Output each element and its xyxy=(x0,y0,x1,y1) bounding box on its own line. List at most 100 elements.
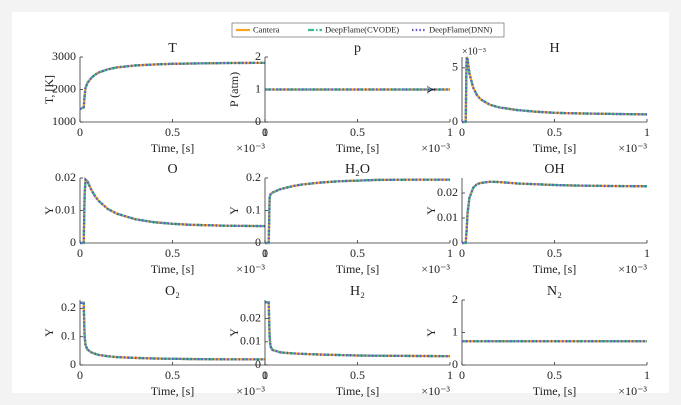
subplot-title: N₂ xyxy=(547,284,562,299)
y-tick-label: 0.1 xyxy=(61,328,76,342)
x-tick-label: 0.5 xyxy=(350,368,365,382)
x-axis-label: Time, [s] xyxy=(533,141,577,155)
x-multiplier: ×10⁻³ xyxy=(421,384,450,398)
y-axis-label: T, [K] xyxy=(42,75,56,104)
x-multiplier: ×10⁻³ xyxy=(618,384,647,398)
series-line xyxy=(265,301,451,358)
y-tick-label: 0.01 xyxy=(55,202,76,216)
x-tick-label: 0.5 xyxy=(165,368,180,382)
y-tick-label: 0.2 xyxy=(246,170,261,184)
x-tick-label: 0 xyxy=(262,368,268,382)
x-tick-label: 1 xyxy=(262,125,268,139)
x-tick-label: 0 xyxy=(459,125,465,139)
x-tick-label: 1 xyxy=(447,246,453,260)
x-tick-label: 1 xyxy=(262,368,268,382)
subplot-title: O xyxy=(167,162,177,177)
y-tick-label: 0.02 xyxy=(55,170,76,184)
x-tick-label: 1 xyxy=(644,246,650,260)
legend-box xyxy=(231,22,505,38)
y-axis-label: Y xyxy=(227,206,241,215)
y-multiplier: ×10⁻³ xyxy=(462,46,486,57)
subplot-title: T xyxy=(168,41,177,56)
y-tick-label: 0 xyxy=(452,114,458,128)
x-tick-label: 1 xyxy=(262,246,268,260)
y-tick-label: 0.01 xyxy=(437,210,458,224)
x-multiplier: ×10⁻³ xyxy=(236,262,265,276)
x-tick-label: 0.5 xyxy=(165,246,180,260)
y-tick-label: 5 xyxy=(452,60,458,74)
y-tick-label: 2 xyxy=(255,49,261,63)
x-tick-label: 1 xyxy=(447,125,453,139)
x-tick-label: 0 xyxy=(459,246,465,260)
y-axis-label: Y xyxy=(42,206,56,215)
y-tick-label: 1 xyxy=(452,324,458,338)
x-tick-label: 1 xyxy=(447,368,453,382)
x-axis-label: Time, [s] xyxy=(151,384,195,398)
series-line xyxy=(265,301,451,358)
x-tick-label: 0.5 xyxy=(350,246,365,260)
x-multiplier: ×10⁻³ xyxy=(618,141,647,155)
y-tick-label: 0 xyxy=(70,235,76,249)
y-axis-label: Y xyxy=(227,328,241,337)
subplot-title: O₂ xyxy=(165,284,180,299)
x-axis-label: Time, [s] xyxy=(533,262,577,276)
y-tick-label: 0.02 xyxy=(437,185,458,199)
x-tick-label: 0.5 xyxy=(547,246,562,260)
x-tick-label: 0 xyxy=(77,368,83,382)
y-tick-label: 1000 xyxy=(52,114,76,128)
subplot-title: p xyxy=(354,41,361,56)
x-tick-label: 0 xyxy=(262,125,268,139)
x-axis-label: Time, [s] xyxy=(336,141,380,155)
y-tick-label: 1 xyxy=(255,81,261,95)
x-axis-label: Time, [s] xyxy=(336,262,380,276)
y-tick-label: 0 xyxy=(70,357,76,371)
subplot-title: OH xyxy=(544,162,564,177)
series-line xyxy=(80,301,265,361)
y-tick-label: 0 xyxy=(452,235,458,249)
x-tick-label: 0.5 xyxy=(350,125,365,139)
y-tick-label: 0.02 xyxy=(240,310,261,324)
y-tick-label: 0 xyxy=(255,357,261,371)
y-tick-label: 2000 xyxy=(52,81,76,95)
x-tick-label: 0 xyxy=(262,246,268,260)
subplot-title: H₂O xyxy=(345,162,370,177)
figure-background xyxy=(12,12,669,393)
x-multiplier: ×10⁻³ xyxy=(618,262,647,276)
y-axis-label: P (atm) xyxy=(227,72,241,107)
x-axis-label: Time, [s] xyxy=(151,141,195,155)
x-tick-label: 0.5 xyxy=(547,125,562,139)
y-tick-label: 0 xyxy=(255,114,261,128)
x-tick-label: 0 xyxy=(77,125,83,139)
series-line xyxy=(462,180,648,245)
y-tick-label: 0.1 xyxy=(246,202,261,216)
y-tick-label: 0.01 xyxy=(240,334,261,348)
x-tick-label: 0.5 xyxy=(547,368,562,382)
x-tick-label: 1 xyxy=(644,125,650,139)
x-axis-label: Time, [s] xyxy=(151,262,195,276)
x-tick-label: 1 xyxy=(644,368,650,382)
y-tick-label: 0 xyxy=(255,235,261,249)
legend-label: DeepFlame(CVODE) xyxy=(325,24,399,34)
x-multiplier: ×10⁻³ xyxy=(236,141,265,155)
subplot: T 0 0.5 1 1000 2000 3000 Time, [s] ×10⁻³ T, [K] xyxy=(42,41,268,155)
x-tick-label: 0 xyxy=(459,368,465,382)
y-axis-label: Y xyxy=(424,85,438,94)
series-line xyxy=(79,61,266,111)
subplot-title: H xyxy=(549,41,559,56)
y-axis-label: Y xyxy=(424,206,438,215)
series-line xyxy=(80,301,265,361)
x-multiplier: ×10⁻³ xyxy=(421,262,450,276)
series-line xyxy=(80,177,266,245)
x-tick-label: 0.5 xyxy=(165,125,180,139)
y-tick-label: 3000 xyxy=(52,49,76,63)
legend-label: DeepFlame(DNN) xyxy=(429,24,492,34)
x-tick-label: 0 xyxy=(77,246,83,260)
